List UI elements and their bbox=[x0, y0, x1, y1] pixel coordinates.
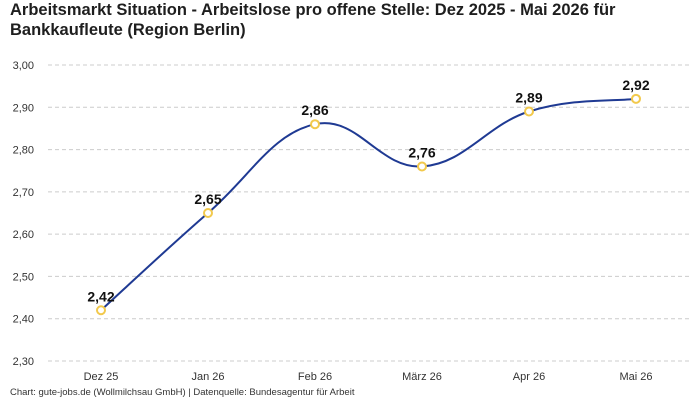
y-tick-label: 2,90 bbox=[13, 102, 34, 114]
x-tick-label: Feb 26 bbox=[298, 371, 332, 383]
x-axis-ticks: Dez 25 Jan 26 Feb 26 März 26 Apr 26 Mai 26 bbox=[84, 371, 653, 383]
data-point bbox=[310, 119, 320, 130]
data-point bbox=[631, 93, 641, 104]
data-markers bbox=[96, 93, 641, 316]
data-point bbox=[203, 208, 213, 218]
chart-footer: Chart: gute-jobs.de (Wollmilchsau GmbH) … bbox=[10, 387, 355, 398]
data-labels: 2,42 2,65 2,86 2,76 2,89 2,92 bbox=[87, 77, 649, 304]
data-label: 2,86 bbox=[301, 102, 328, 118]
data-point bbox=[417, 161, 427, 172]
y-tick-label: 2,50 bbox=[13, 271, 34, 283]
data-point bbox=[96, 305, 106, 316]
x-tick-label: Dez 25 bbox=[84, 371, 119, 383]
y-tick-label: 2,30 bbox=[13, 356, 34, 368]
y-tick-label: 2,80 bbox=[13, 145, 34, 157]
y-tick-label: 3,00 bbox=[13, 60, 34, 72]
x-tick-label: März 26 bbox=[402, 371, 442, 383]
data-label: 2,92 bbox=[622, 77, 649, 93]
data-point bbox=[524, 106, 534, 117]
chart-title: Arbeitsmarkt Situation - Arbeitslose pro… bbox=[10, 1, 616, 39]
x-tick-label: Mai 26 bbox=[619, 371, 652, 383]
data-label: 2,65 bbox=[194, 191, 221, 207]
series-line bbox=[100, 97, 637, 311]
x-tick-label: Jan 26 bbox=[191, 371, 224, 383]
y-tick-label: 2,70 bbox=[13, 187, 34, 199]
y-tick-label: 2,40 bbox=[13, 314, 34, 326]
gridlines bbox=[48, 64, 690, 362]
y-axis-ticks: 2,30 2,40 2,50 2,60 2,70 2,80 2,90 3,00 bbox=[13, 60, 34, 368]
x-tick-label: Apr 26 bbox=[513, 371, 545, 383]
y-tick-label: 2,60 bbox=[13, 229, 34, 241]
data-label: 2,42 bbox=[87, 288, 114, 304]
data-label: 2,89 bbox=[515, 90, 542, 106]
data-label: 2,76 bbox=[408, 144, 435, 160]
